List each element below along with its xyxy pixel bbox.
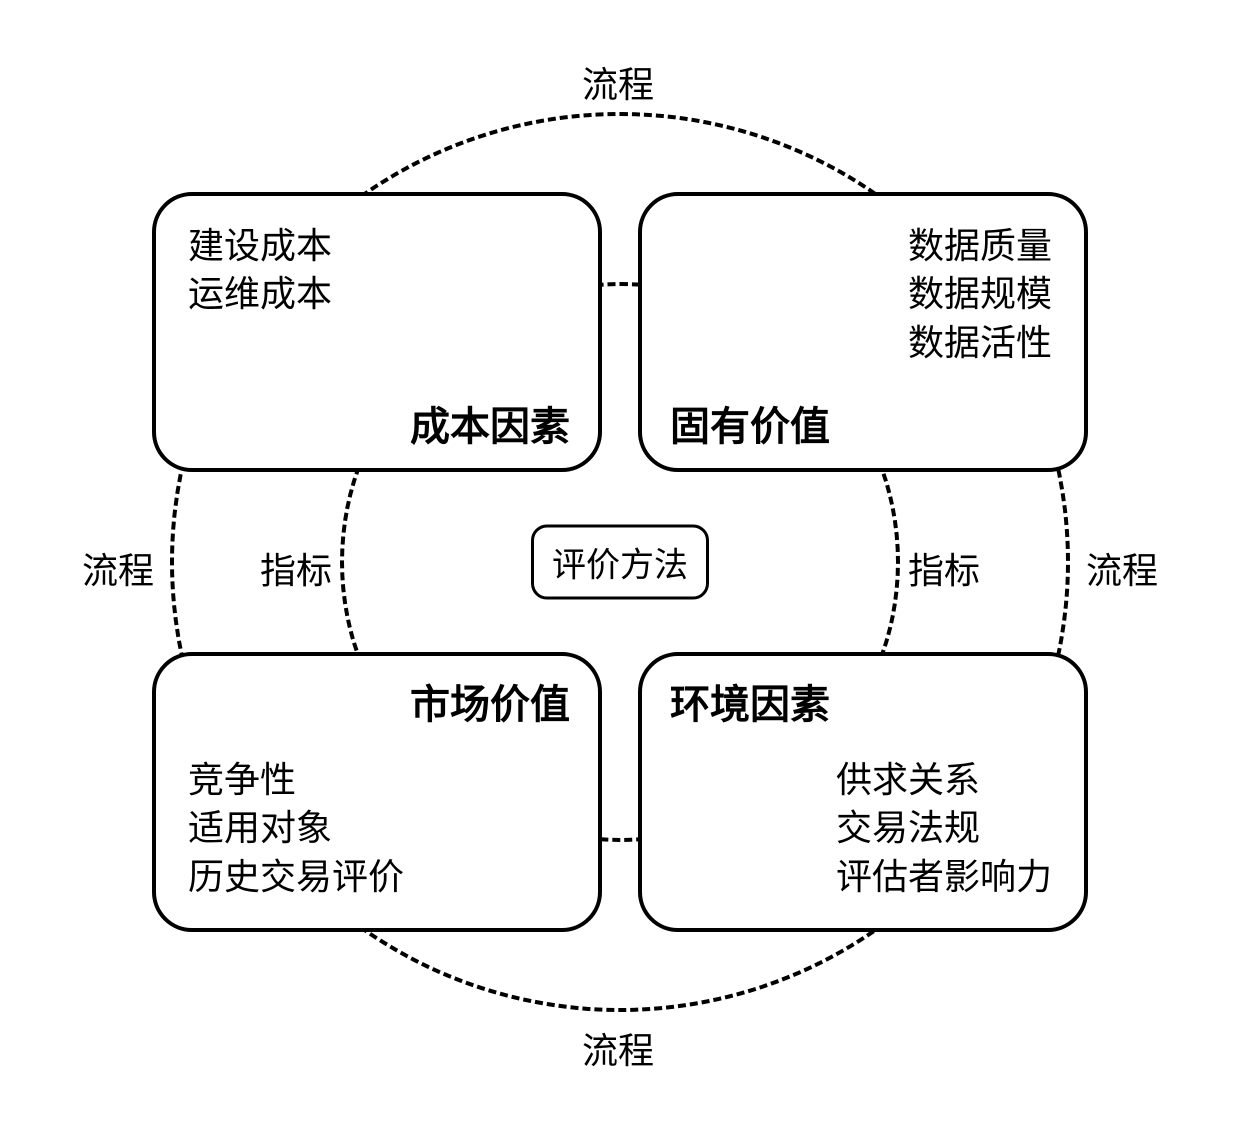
quadrant-bottom-right-title: 环境因素 (670, 672, 830, 730)
outer-label-right: 流程 (1086, 542, 1158, 594)
item-label: 数据活性 (908, 319, 1052, 368)
item-label: 供求关系 (836, 756, 1052, 805)
item-label: 数据规模 (908, 270, 1052, 319)
item-label: 交易法规 (836, 804, 1052, 853)
diagram-container: 流程 流程 流程 流程 指标 指标 建设成本 运维成本 成本因素 数据质量 数据… (70, 62, 1170, 1062)
item-label: 建设成本 (188, 222, 332, 271)
item-label: 运维成本 (188, 270, 332, 319)
item-label: 历史交易评价 (188, 853, 404, 902)
quadrant-top-right-title: 固有价值 (670, 394, 830, 452)
item-label: 适用对象 (188, 804, 404, 853)
quadrant-bottom-left-title: 市场价值 (410, 672, 570, 730)
ring-label-right: 指标 (908, 542, 980, 594)
quadrant-top-left-items: 建设成本 运维成本 (188, 222, 332, 319)
ring-label-left: 指标 (260, 542, 332, 594)
quadrant-bottom-left-items: 竞争性 适用对象 历史交易评价 (188, 756, 404, 902)
quadrant-bottom-right: 环境因素 供求关系 交易法规 评估者影响力 (638, 652, 1088, 932)
quadrant-bottom-left: 市场价值 竞争性 适用对象 历史交易评价 (152, 652, 602, 932)
outer-label-bottom: 流程 (582, 1022, 654, 1074)
item-label: 评估者影响力 (836, 853, 1052, 902)
outer-label-top: 流程 (582, 56, 654, 108)
quadrant-top-right: 数据质量 数据规模 数据活性 固有价值 (638, 192, 1088, 472)
center-label-box: 评价方法 (531, 524, 709, 599)
quadrant-top-left: 建设成本 运维成本 成本因素 (152, 192, 602, 472)
item-label: 数据质量 (908, 222, 1052, 271)
quadrant-top-left-title: 成本因素 (410, 394, 570, 452)
outer-label-left: 流程 (82, 542, 154, 594)
quadrant-top-right-items: 数据质量 数据规模 数据活性 (908, 222, 1052, 368)
quadrant-bottom-right-items: 供求关系 交易法规 评估者影响力 (836, 756, 1052, 902)
item-label: 竞争性 (188, 756, 404, 805)
center-label: 评价方法 (552, 546, 688, 584)
